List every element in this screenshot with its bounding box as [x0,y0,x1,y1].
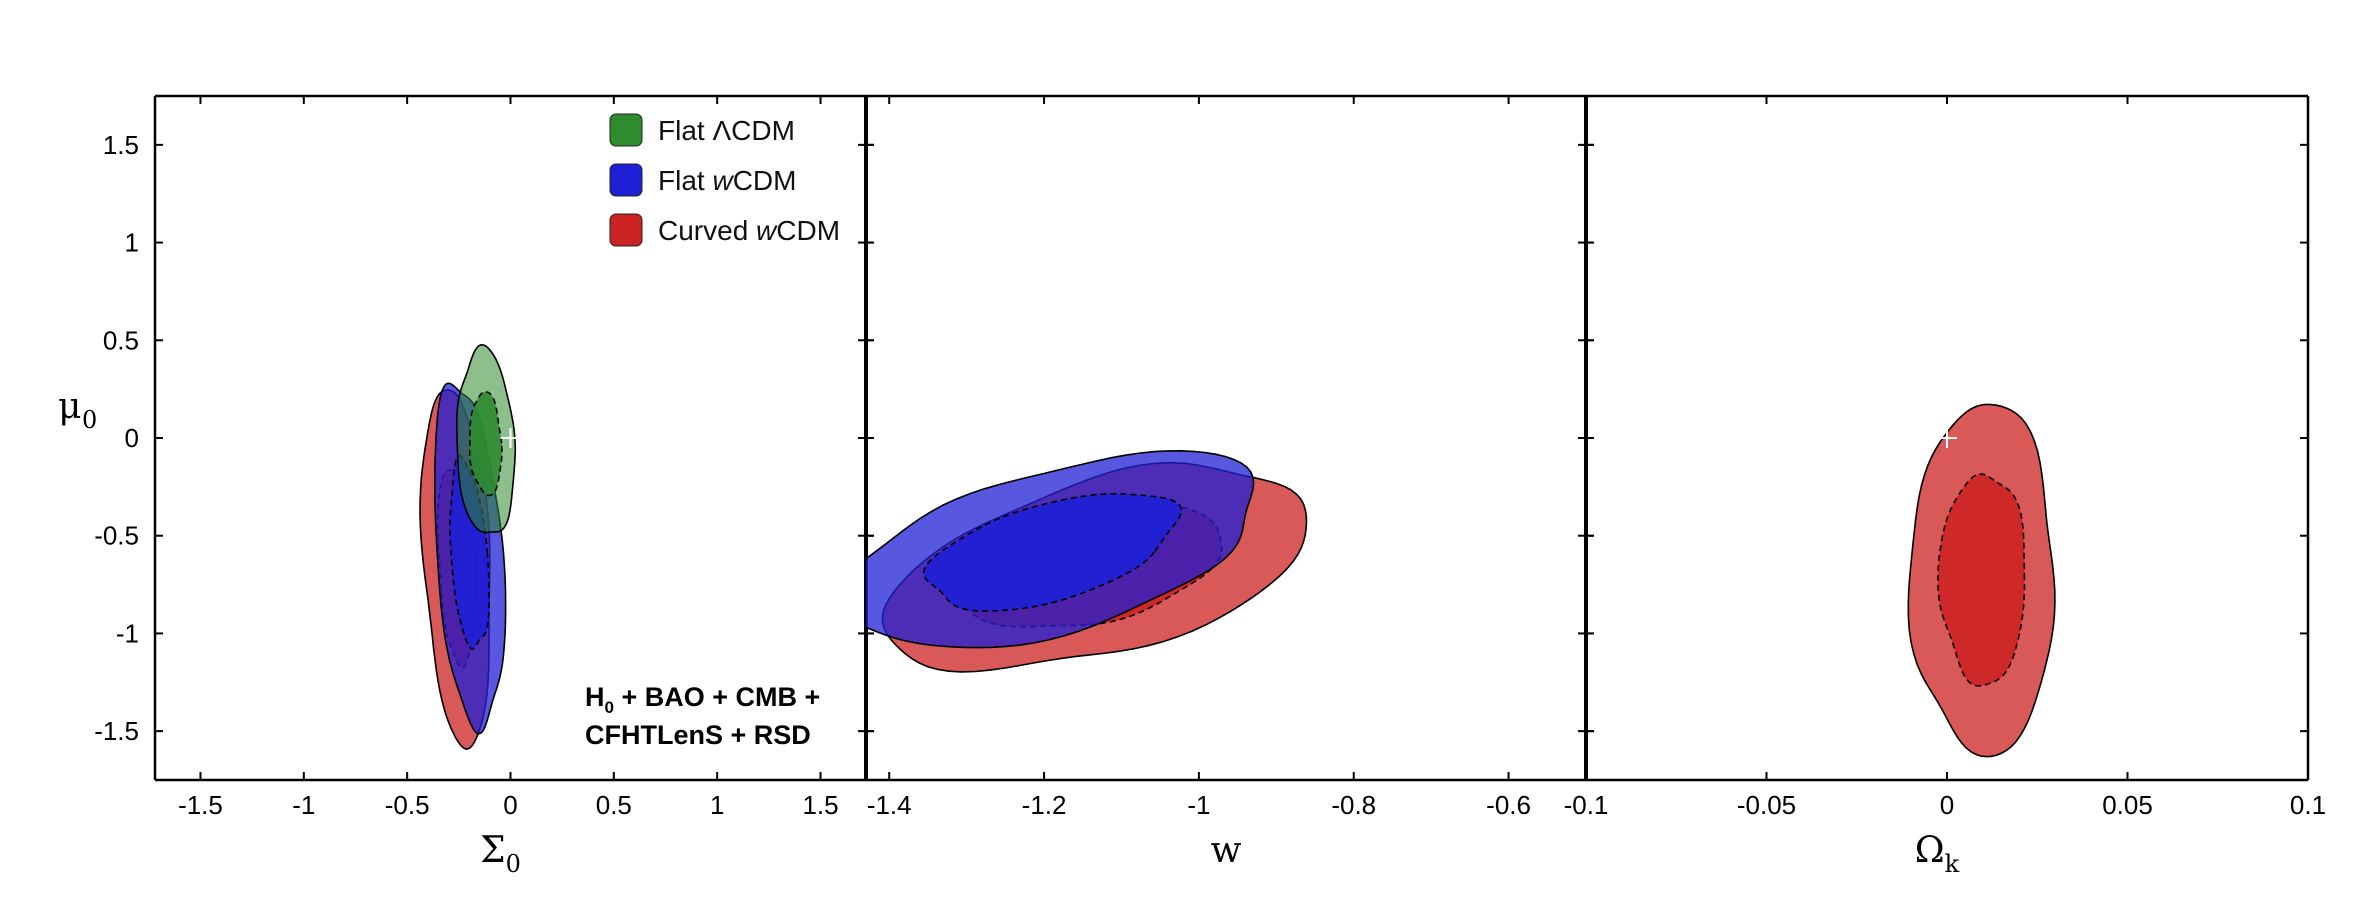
dataset-annotation: H0 + BAO + CMB + CFHTLenS + RSD [585,682,820,750]
x-axis-label-sigma0: Σ0 [480,830,521,878]
annotation-line-1: H0 + BAO + CMB + [585,682,820,717]
y-tick-label-0: -1.5 [94,716,139,746]
x-tick-label-w-0: -1.4 [867,790,912,820]
panel-sigma0: -1.5 -1 -0.5 0 0.5 1 1.5-1.5-1-0.500.511.5Σ0 [94,94,874,878]
y-tick-label-5: 1 [125,228,139,258]
x-tick-label-sigma0-3: 0 [503,790,517,820]
x-ticks-sigma0: -1.5 -1 -0.5 0 0.5 1 1.5 [178,96,839,820]
fiducial-marker-omega_k [1937,428,1957,448]
y-tick-label-6: 1.5 [103,130,139,160]
contours-w [866,449,1308,673]
y-tick-label-4: 0.5 [103,325,139,355]
x-axis-label-main-omega_k: Ω [1915,830,1945,871]
x-tick-label-w-3: -0.8 [1331,790,1376,820]
contour-inner-flat-wcdm-w [922,493,1183,612]
x-tick-label-sigma0-1: -1 [292,790,315,820]
contour-inner-flat-cdm-sigma0 [468,390,503,497]
fiducial-marker-w [1188,428,1209,448]
panel-omega_k: -0.1 -0.05 0 0.05 0.1 Ωk [1564,94,2326,878]
y-ticks-omega_k [1586,143,2308,733]
x-axis-label-main-sigma0: Σ [480,830,505,871]
x-tick-label-sigma0-5: 1 [710,790,724,820]
x-tick-label-omega_k-2: 0 [1940,790,1954,820]
x-tick-label-omega_k-3: 0.05 [2102,790,2153,820]
y-ticks-sigma0: -1.5 -1 -0.5 0 0.5 1 1.5 [94,130,874,746]
legend-swatch-flat-lcdm [609,113,643,147]
fiducial-marker-sigma0 [500,428,521,448]
legend-label-flat-wcdm: Flat wCDM [658,165,796,196]
x-tick-label-omega_k-4: 0.1 [2290,790,2326,820]
x-axis-label-sub-omega_k: k [1945,850,1960,878]
x-tick-label-sigma0-4: 0.5 [596,790,632,820]
contours-sigma0 [419,343,517,750]
annotation-line-2: CFHTLenS + RSD [585,720,811,750]
panel-w: -1.4 -1.2 -1 -0.8 -0.6 w [866,94,1594,871]
y-tick-label-3: 0 [125,423,139,453]
y-axis-label-sub: 0 [82,406,97,434]
x-tick-label-omega_k-1: -0.05 [1737,790,1796,820]
contour-inner-curved-wcdm-omega_k [1937,473,2026,687]
y-tick-label-1: -1 [116,618,139,648]
x-axis-label-sub-sigma0: 0 [506,850,521,878]
x-tick-label-sigma0-6: 1.5 [802,790,838,820]
x-axis-label-main-w: w [1211,830,1242,871]
legend-label-curved-wcdm: Curved wCDM [658,215,840,246]
x-tick-label-w-2: -1 [1187,790,1210,820]
x-axis-label-omega_k: Ωk [1915,830,1960,878]
x-tick-label-omega_k-0: -0.1 [1564,790,1609,820]
x-tick-label-w-4: -0.6 [1486,790,1531,820]
contours-omega_k [1907,403,2056,758]
legend-item-curved-wcdm: Curved wCDM [609,213,840,247]
panels-layer: -1.5 -1 -0.5 0 0.5 1 1.5-1.5-1-0.500.511.5Σ0-1… [94,94,2326,878]
y-axis-label-main: μ [58,386,81,427]
y-tick-label-2: -0.5 [94,521,139,551]
x-ticks-w: -1.4 -1.2 -1 -0.8 -0.6 [867,96,1531,820]
x-ticks-omega_k: -0.1 -0.05 0 0.05 0.1 [1564,96,2326,820]
legend-item-flat-lcdm: Flat ΛCDM [609,113,795,147]
legend-swatch-flat-wcdm [609,163,643,197]
x-tick-label-sigma0-2: -0.5 [385,790,430,820]
legend: Flat ΛCDM Flat wCDM Curved wCDM [609,113,840,247]
x-tick-label-w-1: -1.2 [1022,790,1067,820]
y-axis-label: μ 0 [58,386,97,434]
legend-label-flat-lcdm: Flat ΛCDM [658,115,795,146]
legend-swatch-curved-wcdm [609,213,643,247]
x-tick-label-sigma0-0: -1.5 [178,790,223,820]
x-axis-label-w: w [1211,830,1242,871]
legend-item-flat-wcdm: Flat wCDM [609,163,796,197]
